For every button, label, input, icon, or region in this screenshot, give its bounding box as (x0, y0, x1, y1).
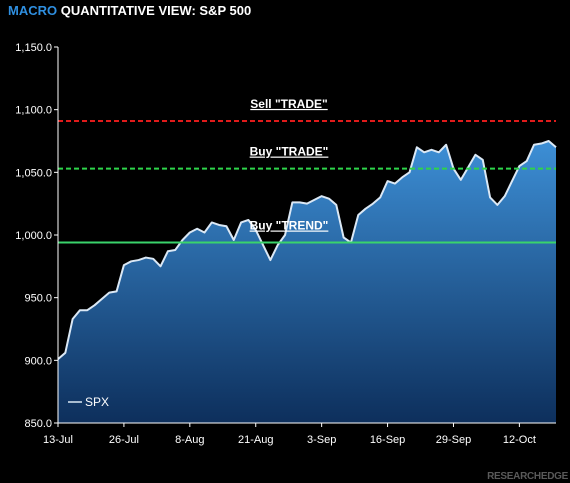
chart-title: MACRO QUANTITATIVE VIEW: S&P 500 (8, 3, 251, 18)
axes: 850.0 900.0 950.0 1,000.0 1,050.0 1,100.0 1,15… (15, 42, 556, 446)
spx-area (58, 141, 556, 423)
y-tick-label: 1,050.0 (15, 167, 52, 179)
spx-line (57, 140, 557, 360)
x-tick-label: 8-Aug (175, 434, 204, 446)
x-tick-label: 26-Jul (109, 434, 139, 446)
y-tick-label: 950.0 (24, 293, 52, 305)
reference-lines: Sell "TRADE" Buy "TRADE" Buy "TREND" (58, 97, 556, 244)
title-accent: MACRO (8, 3, 58, 18)
legend: SPX (68, 395, 109, 409)
x-tick-label: 29-Sep (436, 434, 471, 446)
area-layer (57, 140, 557, 423)
x-tick-label: 12-Oct (503, 434, 536, 446)
title-rest: QUANTITATIVE VIEW: S&P 500 (57, 3, 252, 18)
reference-label-2: Buy "TREND" (250, 219, 329, 233)
brand-logo: RESEARCHEDGE (487, 471, 568, 482)
y-tick-label: 850.0 (24, 418, 52, 430)
legend-label-spx: SPX (85, 395, 109, 409)
x-tick-label: 21-Aug (238, 434, 273, 446)
reference-label-0: Sell "TRADE" (250, 97, 327, 111)
y-tick-label: 1,000.0 (15, 230, 52, 242)
x-tick-label: 13-Jul (43, 434, 73, 446)
reference-label-1: Buy "TRADE" (250, 145, 329, 159)
x-tick-label: 3-Sep (307, 434, 336, 446)
y-tick-label: 1,100.0 (15, 105, 52, 117)
y-tick-label: 1,150.0 (15, 42, 52, 54)
x-tick-label: 16-Sep (370, 434, 405, 446)
y-tick-label: 900.0 (24, 355, 52, 367)
